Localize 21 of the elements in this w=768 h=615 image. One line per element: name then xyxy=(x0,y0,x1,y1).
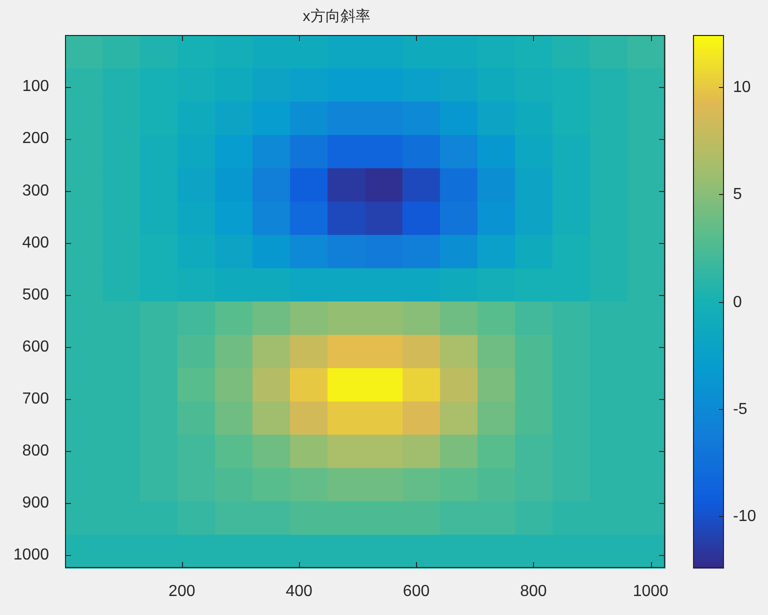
color-bar-label: -10 xyxy=(733,508,756,525)
color-bar-label: 5 xyxy=(733,186,742,203)
chart-title: x方向斜率 xyxy=(302,8,370,26)
y-tick-label: 300 xyxy=(22,182,50,200)
x-tick-label: 1000 xyxy=(632,583,669,600)
y-tick-label: 1000 xyxy=(13,546,50,564)
y-tick-label: 900 xyxy=(22,494,50,512)
color-bar-label: 0 xyxy=(733,294,742,311)
color-bar-label: 10 xyxy=(733,78,751,96)
x-tick-label: 200 xyxy=(168,583,196,600)
y-tick-label: 700 xyxy=(22,390,50,408)
y-tick-label: 600 xyxy=(22,338,50,356)
x-tick-label: 800 xyxy=(520,583,547,600)
y-tick-label: 200 xyxy=(22,130,50,148)
y-tick-label: 800 xyxy=(22,442,50,460)
y-tick-label: 500 xyxy=(22,286,50,304)
x-tick-label: 600 xyxy=(402,583,430,600)
x-tick-label: 400 xyxy=(286,583,313,600)
y-tick-label: 400 xyxy=(22,234,50,252)
y-tick-label: 100 xyxy=(22,78,50,96)
color-bar-label: -5 xyxy=(733,400,748,418)
